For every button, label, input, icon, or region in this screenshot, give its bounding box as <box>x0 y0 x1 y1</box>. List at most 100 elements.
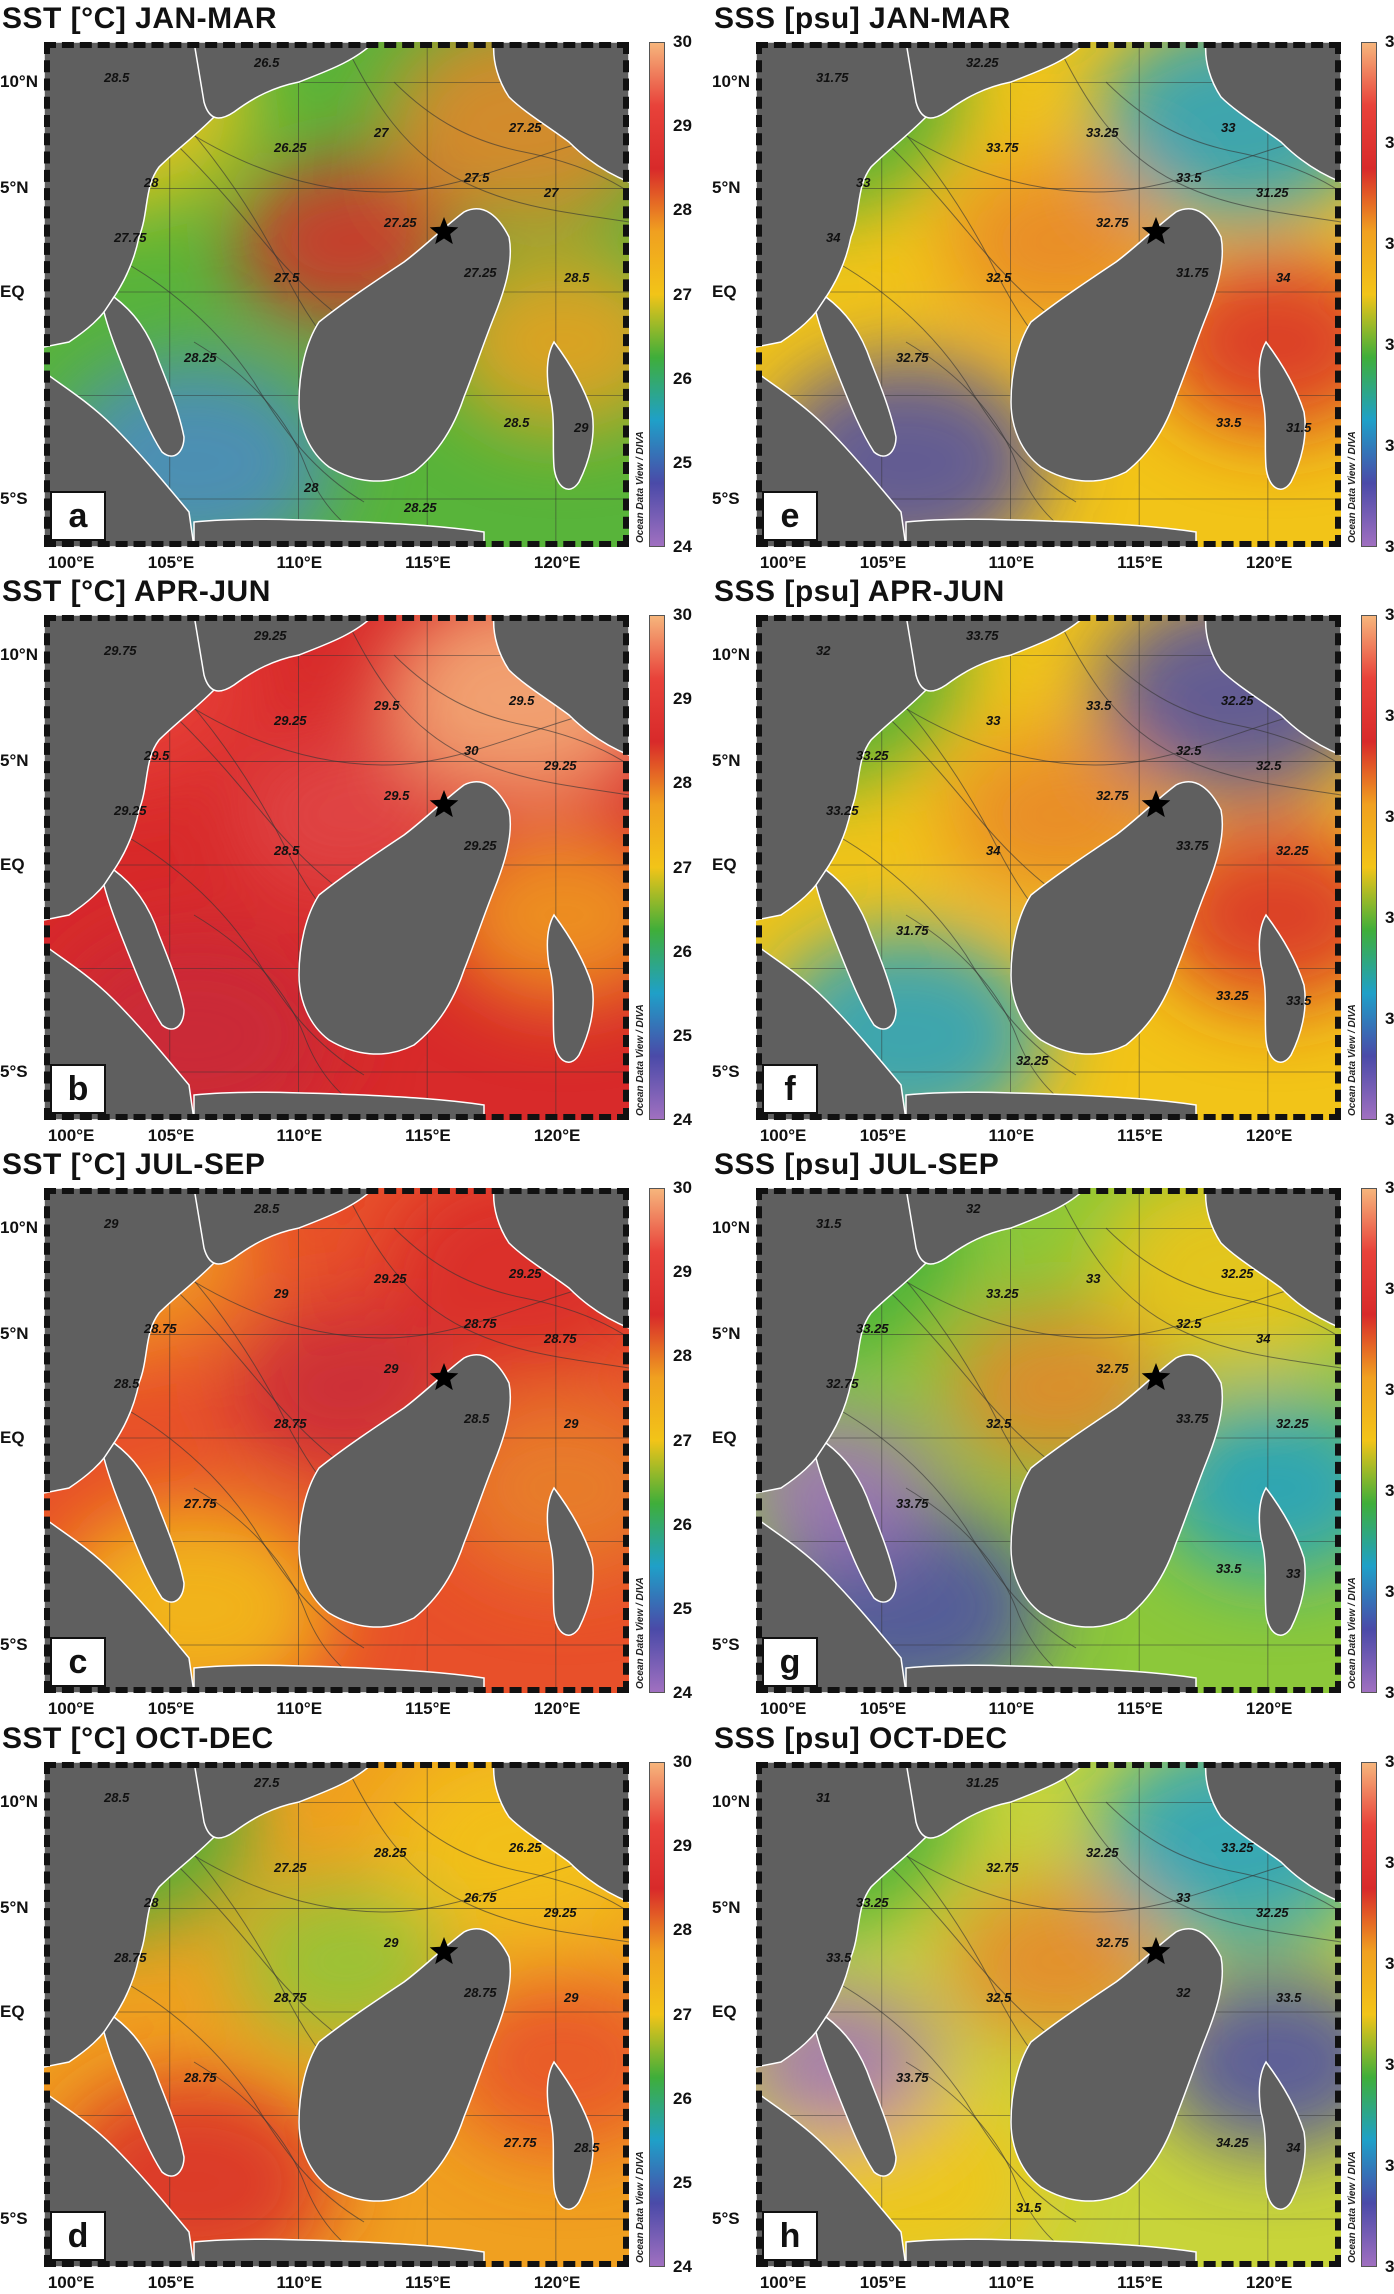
station-star-icon <box>429 217 459 245</box>
contour-label: 33.25 <box>1221 1840 1254 1855</box>
contour-label: 33.75 <box>966 628 999 643</box>
contour-label: 26.75 <box>463 1890 497 1905</box>
contour-label: 32.5 <box>1256 758 1282 773</box>
lat-label: 5°N <box>0 178 29 198</box>
contour-label: 26.5 <box>253 55 280 70</box>
panel-letter: b <box>50 1064 106 1114</box>
contour-label: 26.25 <box>508 1840 542 1855</box>
contour-label: 34 <box>1276 270 1291 285</box>
lon-label: 120°E <box>533 1126 581 1145</box>
contour-label: 33 <box>986 713 1001 728</box>
lon-label: 115°E <box>1117 553 1163 572</box>
colorbar-tick: 33 <box>1385 807 1394 826</box>
land-mass <box>905 1188 1088 1265</box>
contour-label: 32.5 <box>986 1990 1012 2005</box>
colorbar-tick: 32 <box>1385 1481 1394 1500</box>
colorbar <box>1361 615 1377 1120</box>
contour-line <box>855 1821 1297 1913</box>
contour-line <box>143 674 585 766</box>
contour-line <box>143 101 585 193</box>
panel-title: SSS [psu] OCT-DEC <box>714 1722 1008 1755</box>
lon-label: 110°E <box>276 1699 323 1718</box>
colorbar-tick: 29 <box>673 689 692 709</box>
contour-label: 32.75 <box>1096 1361 1129 1376</box>
land-mass <box>193 615 376 692</box>
contour-line <box>83 1961 365 2223</box>
contour-label: 29.25 <box>273 713 307 728</box>
contour-line <box>1105 1801 1341 1913</box>
lat-label: 5°N <box>0 1898 29 1918</box>
contour-label: 33.25 <box>856 1321 889 1336</box>
contour-label: 33.25 <box>826 803 859 818</box>
lat-label: 10°N <box>0 1792 38 1812</box>
contour-label: 32.5 <box>986 1416 1012 1431</box>
lat-label: EQ <box>712 854 737 874</box>
contour-label: 29 <box>273 1286 289 1301</box>
land-mass <box>1204 1188 1341 1329</box>
contour-label: 27 <box>373 125 389 140</box>
field-map: 29 28.5 29.25 28.75 29 29.25 28.75 28.5 29 28.75 2… <box>44 1188 629 1693</box>
colorbar-tick: 33 <box>1385 1954 1394 1973</box>
odv-credit: Ocean Data View / DIVA <box>1347 2151 1358 2263</box>
land-mass <box>1010 1928 1224 2202</box>
colorbar-tick: 30 <box>673 605 692 624</box>
colorbar-tick: 35 <box>1385 1178 1394 1197</box>
land-mass <box>492 1762 629 1903</box>
contour-label: 31.5 <box>1286 420 1312 435</box>
contour-label: 28.75 <box>463 1985 497 2000</box>
lon-label: 110°E <box>988 1699 1035 1718</box>
odv-credit: Ocean Data View / DIVA <box>635 1004 646 1116</box>
contour-label: 32.25 <box>1221 1266 1254 1281</box>
colorbar-tick: 24 <box>673 1683 692 1702</box>
contour-label: 27.75 <box>183 1496 217 1511</box>
contour-label: 27.75 <box>503 2135 537 2150</box>
lon-label: 120°E <box>1245 553 1293 572</box>
odv-credit: Ocean Data View / DIVA <box>1347 1004 1358 1116</box>
colorbar-tick: 31 <box>1385 436 1394 455</box>
colorbar-tick: 28 <box>673 1346 692 1366</box>
lat-label: 5°S <box>712 1062 740 1082</box>
contour-label: 27.25 <box>463 265 497 280</box>
lat-label: 5°S <box>712 1635 740 1655</box>
map-area: 29.75 29.25 29.5 30 29.25 29.5 29.5 29.25 29.5 28… <box>44 615 629 1120</box>
panel-letter: e <box>762 491 818 541</box>
colorbar <box>1361 1762 1377 2267</box>
lon-label: 120°E <box>1245 1126 1293 1145</box>
colorbar-tick: 25 <box>673 452 692 472</box>
colorbar-tick: 31 <box>1385 2156 1394 2175</box>
land-mass <box>1010 1354 1224 1628</box>
lat-label: EQ <box>712 281 737 301</box>
contour-label: 32.75 <box>896 350 929 365</box>
colorbar <box>649 615 665 1120</box>
lat-label: EQ <box>0 854 25 874</box>
land-mass <box>546 913 594 1063</box>
panel-letter: f <box>762 1064 818 1114</box>
lon-label: 100°E <box>47 2273 95 2292</box>
land-mass <box>1258 340 1306 490</box>
contour-label: 29.5 <box>508 693 535 708</box>
map-area: 29 28.5 29.25 28.75 29 29.25 28.75 28.5 29 28.75 2… <box>44 1188 629 1693</box>
colorbar-tick: 35 <box>1385 32 1394 51</box>
lat-label: 5°S <box>712 2209 740 2229</box>
land-mass <box>193 1091 485 1120</box>
land-mass <box>298 208 512 482</box>
colorbar-tick: 27 <box>673 857 692 877</box>
contour-line <box>795 241 1077 503</box>
lat-label: 5°N <box>712 1324 741 1344</box>
lon-label: 105°E <box>859 553 907 572</box>
land-mass <box>1258 1486 1306 1636</box>
land-mass <box>1258 913 1306 1063</box>
land-mass <box>103 1441 185 1603</box>
contour-label: 32.75 <box>986 1860 1019 1875</box>
contour-label: 33 <box>1086 1271 1101 1286</box>
field-map: 28.5 27.5 26.25 26.75 27.25 28.25 28 28.75 29 28.… <box>44 1762 629 2267</box>
lon-label: 120°E <box>1245 1699 1293 1718</box>
lon-label: 100°E <box>759 553 807 572</box>
lon-label: 110°E <box>988 553 1035 572</box>
lat-label: 5°S <box>0 1635 28 1655</box>
lon-label: 120°E <box>533 553 581 572</box>
station-star-icon <box>429 790 459 818</box>
lat-label: 5°S <box>0 1062 28 1082</box>
land-mass <box>905 1091 1197 1120</box>
lat-label: 10°N <box>712 645 750 665</box>
